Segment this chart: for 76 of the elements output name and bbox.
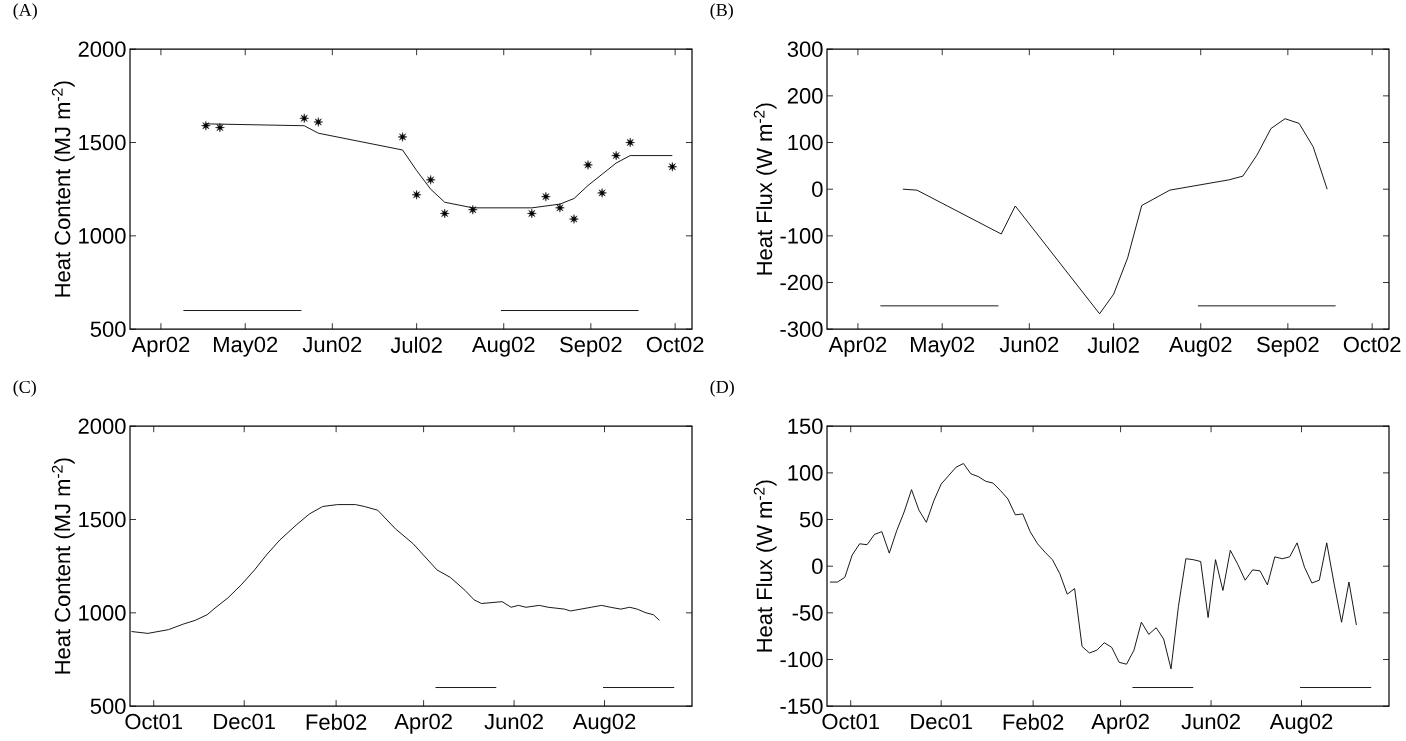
y-tick-label: -150: [780, 698, 823, 714]
y-tick-label: 1000: [79, 604, 126, 621]
line-series: [902, 118, 1328, 315]
y-tick-label: 50: [799, 511, 823, 528]
point: [201, 120, 211, 131]
point: [625, 137, 635, 148]
point: [541, 191, 551, 202]
y-tick-label: -200: [780, 274, 823, 291]
y-tick-label: 100: [788, 134, 823, 151]
y-tick-label: 2000: [78, 41, 126, 57]
x-tick-label: May02: [214, 336, 278, 357]
y-axis-title: Heat Content (MJ m$^{-2}$): [51, 458, 75, 674]
point: [440, 208, 450, 219]
x-tick-label: Jun02: [999, 336, 1059, 353]
y-tick-label: -100: [780, 227, 823, 244]
y-tick-label: 100: [788, 464, 823, 481]
x-tick-label: Oct02: [1343, 336, 1401, 353]
y-tick-label: 300: [787, 41, 823, 57]
point: [569, 214, 579, 224]
x-tick-label: Aug02: [1168, 336, 1232, 357]
x-tick-label: Dec01: [214, 713, 275, 730]
x-tick-label: Oct02: [646, 336, 704, 353]
x-tick-label: Jun02: [1181, 713, 1240, 730]
point: [468, 204, 478, 215]
x-tick-label: Aug02: [471, 336, 535, 357]
point: [667, 162, 678, 172]
x-tick-label: Apr02: [1091, 713, 1149, 734]
point: [611, 150, 621, 161]
y-tick-label: -50: [792, 604, 823, 621]
x-tick-label: Dec01: [911, 713, 972, 730]
y-tick-label: 0: [812, 181, 823, 197]
chart-title: (C): [13, 380, 36, 397]
point: [425, 175, 436, 185]
x-tick-label: Feb02: [306, 713, 367, 730]
y-axis-title: Heat Flux (W m$^{-2}$): [753, 480, 777, 652]
x-tick-label: Oct01: [125, 713, 183, 730]
x-tick-label: Oct01: [822, 713, 880, 730]
point: [299, 113, 309, 123]
x-tick-label: Aug02: [572, 713, 636, 734]
x-tick-label: Jun02: [484, 713, 543, 730]
y-tick-label: 150: [788, 418, 823, 434]
y-tick-label: 2000: [78, 418, 126, 434]
point: [215, 122, 225, 133]
y-tick-label: 1500: [79, 511, 126, 528]
y-tick-label: 1500: [79, 134, 126, 151]
x-tick-label: Feb02: [1003, 713, 1064, 730]
x-tick-label: Jun02: [302, 336, 362, 353]
y-tick-label: 0: [812, 558, 823, 574]
x-tick-label: Jul02: [390, 336, 442, 353]
line-series: [829, 462, 1357, 670]
point: [313, 117, 323, 127]
x-tick-label: Sep02: [560, 336, 622, 357]
chart-title: (A): [13, 3, 37, 20]
y-axis-title: Heat Content (MJ m$^{-2}$): [51, 81, 75, 297]
x-tick-label: May02: [911, 336, 975, 357]
y-tick-label: 500: [90, 321, 126, 337]
x-tick-label: Jul02: [1087, 336, 1139, 353]
y-tick-label: 200: [787, 87, 823, 104]
point: [527, 208, 537, 219]
point: [583, 160, 593, 170]
point: [597, 188, 607, 198]
x-tick-label: Aug02: [1269, 713, 1333, 734]
x-tick-label: Sep02: [1257, 336, 1319, 357]
chart-title: (B): [710, 3, 733, 20]
x-tick-label: Apr02: [828, 336, 887, 357]
point: [411, 190, 422, 200]
x-tick-label: Apr02: [394, 713, 452, 734]
y-tick-label: 1000: [79, 227, 126, 244]
point: [397, 132, 408, 142]
y-tick-label: 500: [90, 698, 126, 714]
chart-title: (D): [710, 380, 734, 397]
y-tick-label: -100: [780, 651, 823, 668]
point: [555, 203, 565, 213]
y-axis-title: Heat Flux (W m$^{-2}$): [753, 103, 777, 275]
x-tick-label: Apr02: [131, 336, 190, 357]
y-tick-label: -300: [780, 321, 823, 337]
